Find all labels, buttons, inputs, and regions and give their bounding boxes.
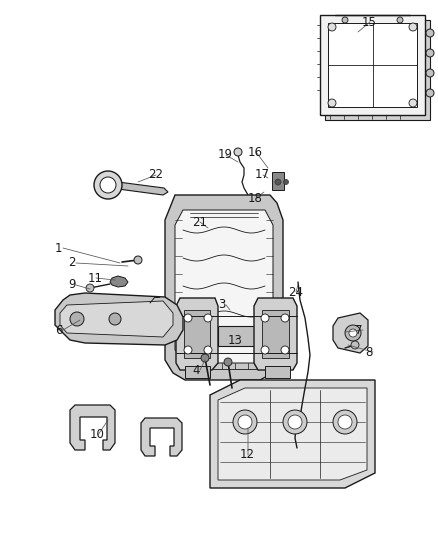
Polygon shape bbox=[272, 172, 284, 190]
Ellipse shape bbox=[331, 434, 359, 456]
Text: 13: 13 bbox=[228, 334, 243, 346]
Circle shape bbox=[397, 17, 403, 23]
Polygon shape bbox=[210, 380, 375, 488]
Circle shape bbox=[275, 179, 281, 185]
Circle shape bbox=[201, 354, 209, 362]
Text: 4: 4 bbox=[192, 364, 199, 376]
Polygon shape bbox=[175, 210, 273, 363]
Text: 24: 24 bbox=[288, 286, 303, 298]
Circle shape bbox=[342, 17, 348, 23]
Text: 15: 15 bbox=[362, 15, 377, 28]
Text: 8: 8 bbox=[365, 345, 372, 359]
Text: 3: 3 bbox=[218, 298, 226, 311]
Circle shape bbox=[288, 415, 302, 429]
Text: 21: 21 bbox=[192, 215, 207, 229]
Text: 10: 10 bbox=[90, 429, 105, 441]
Polygon shape bbox=[165, 195, 283, 380]
Circle shape bbox=[426, 69, 434, 77]
Circle shape bbox=[86, 284, 94, 292]
Circle shape bbox=[345, 325, 361, 341]
Circle shape bbox=[134, 256, 142, 264]
Text: 12: 12 bbox=[240, 448, 255, 462]
Circle shape bbox=[261, 314, 269, 322]
Circle shape bbox=[426, 89, 434, 97]
Text: 22: 22 bbox=[148, 168, 163, 182]
Polygon shape bbox=[110, 276, 128, 287]
Polygon shape bbox=[176, 298, 218, 370]
Polygon shape bbox=[141, 418, 182, 456]
Polygon shape bbox=[218, 326, 258, 346]
Circle shape bbox=[224, 358, 232, 366]
Polygon shape bbox=[262, 310, 289, 358]
Circle shape bbox=[328, 99, 336, 107]
FancyBboxPatch shape bbox=[231, 332, 251, 344]
Polygon shape bbox=[184, 310, 210, 358]
Polygon shape bbox=[325, 20, 430, 120]
Circle shape bbox=[233, 410, 257, 434]
Circle shape bbox=[333, 410, 357, 434]
Text: 18: 18 bbox=[248, 191, 263, 205]
Circle shape bbox=[184, 346, 192, 354]
Circle shape bbox=[94, 171, 122, 199]
Circle shape bbox=[338, 415, 352, 429]
Polygon shape bbox=[328, 23, 417, 107]
Text: 11: 11 bbox=[88, 271, 103, 285]
Circle shape bbox=[349, 329, 357, 337]
Polygon shape bbox=[320, 15, 425, 115]
Circle shape bbox=[204, 314, 212, 322]
Polygon shape bbox=[218, 388, 367, 480]
Text: 2: 2 bbox=[68, 256, 75, 270]
Text: 6: 6 bbox=[55, 324, 63, 336]
Circle shape bbox=[283, 180, 289, 184]
Circle shape bbox=[109, 313, 121, 325]
Ellipse shape bbox=[231, 434, 259, 456]
Circle shape bbox=[281, 346, 289, 354]
Circle shape bbox=[409, 99, 417, 107]
Text: 17: 17 bbox=[255, 168, 270, 182]
Circle shape bbox=[234, 148, 242, 156]
Circle shape bbox=[409, 23, 417, 31]
Circle shape bbox=[283, 410, 307, 434]
Circle shape bbox=[261, 346, 269, 354]
Polygon shape bbox=[60, 301, 173, 337]
Circle shape bbox=[238, 415, 252, 429]
Text: 7: 7 bbox=[355, 324, 363, 336]
Circle shape bbox=[328, 23, 336, 31]
Circle shape bbox=[426, 29, 434, 37]
Text: 19: 19 bbox=[218, 149, 233, 161]
Polygon shape bbox=[118, 182, 168, 195]
Text: 16: 16 bbox=[248, 146, 263, 158]
Circle shape bbox=[204, 346, 212, 354]
Circle shape bbox=[426, 49, 434, 57]
Polygon shape bbox=[254, 298, 297, 370]
Polygon shape bbox=[265, 366, 290, 378]
Circle shape bbox=[351, 341, 359, 349]
Polygon shape bbox=[333, 313, 368, 353]
Polygon shape bbox=[185, 366, 210, 378]
Circle shape bbox=[281, 314, 289, 322]
Polygon shape bbox=[70, 405, 115, 450]
Circle shape bbox=[100, 177, 116, 193]
Text: 9: 9 bbox=[68, 279, 75, 292]
Text: 1: 1 bbox=[55, 241, 63, 254]
Polygon shape bbox=[55, 293, 183, 345]
Circle shape bbox=[70, 312, 84, 326]
Circle shape bbox=[184, 314, 192, 322]
